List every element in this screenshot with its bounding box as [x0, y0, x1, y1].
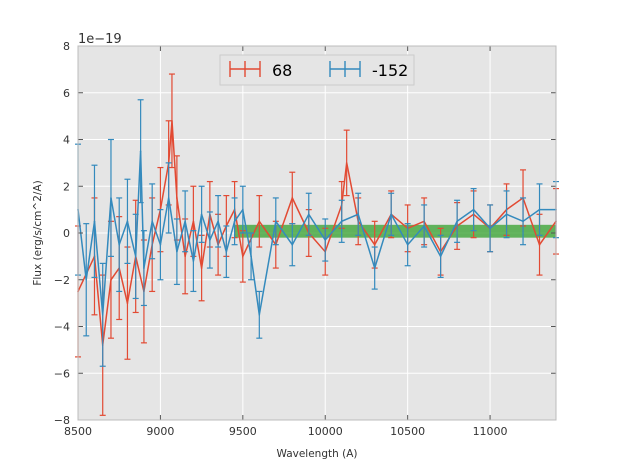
data-point [134, 255, 137, 258]
y-tick-label: 6 [63, 87, 70, 100]
plot-frame [77, 45, 557, 421]
data-point [357, 213, 360, 216]
data-point [489, 227, 491, 230]
data-point [340, 220, 343, 223]
y-tick-label: 2 [63, 180, 70, 193]
data-point [242, 208, 244, 211]
legend-entry-series-neg152: -152 [329, 61, 408, 80]
data-point [126, 220, 129, 223]
x-tick-label: 10000 [308, 425, 343, 438]
data-point [423, 225, 425, 227]
x-axis-label: Wavelength (A) [276, 448, 357, 460]
legend: 68 -152 [219, 54, 415, 86]
data-point [522, 220, 524, 223]
data-point [176, 250, 178, 253]
data-point [472, 208, 475, 211]
data-point [126, 302, 129, 304]
data-point [200, 267, 203, 269]
data-point [538, 208, 541, 211]
y-tick-label: −6 [54, 367, 70, 380]
y-tick-label: 4 [63, 134, 70, 147]
x-tick-label: 11000 [473, 425, 508, 438]
data-point [439, 255, 442, 258]
data-point [324, 239, 327, 241]
data-point [159, 243, 162, 246]
series-layer [75, 73, 559, 416]
legend-label-68: 68 [272, 61, 292, 80]
x-tick-label: 9000 [146, 425, 174, 438]
data-point [406, 243, 409, 246]
data-point [258, 314, 261, 316]
data-point [139, 150, 142, 152]
data-point [110, 278, 112, 281]
legend-label-neg152: -152 [372, 61, 408, 80]
data-point [118, 243, 121, 246]
data-point [291, 197, 294, 199]
data-point [250, 255, 252, 258]
data-point [85, 278, 88, 281]
data-point [192, 260, 195, 262]
y-tick-label: −2 [54, 274, 70, 287]
data-point [110, 197, 112, 199]
data-point [176, 197, 178, 199]
data-point [209, 239, 211, 241]
data-point [258, 220, 261, 223]
data-point [151, 220, 153, 223]
y-tick-label: 8 [63, 40, 70, 53]
data-point [242, 255, 244, 258]
data-point [225, 250, 228, 253]
data-point [101, 314, 104, 316]
x-tick-label: 9500 [229, 425, 257, 438]
legend-box [219, 54, 415, 86]
data-point [171, 120, 173, 122]
y-axis-label: Flux (erg/s/cm^2/A) [32, 180, 44, 285]
data-point [184, 255, 186, 258]
data-point [184, 220, 186, 223]
data-point [307, 213, 310, 216]
legend-entry-series-68: 68 [229, 61, 292, 80]
y-tick-label: −4 [54, 321, 70, 334]
data-point [505, 213, 508, 216]
data-point [390, 213, 392, 216]
x-tick-label: 10500 [390, 425, 425, 438]
y-tick-label: −8 [54, 414, 70, 427]
data-point [217, 220, 219, 223]
y-tick-label: 0 [63, 227, 70, 240]
highlight-band-layer [234, 224, 556, 238]
series-line-neg152 [77, 151, 556, 315]
data-point [345, 162, 348, 164]
data-point [456, 220, 458, 223]
data-point [143, 267, 145, 269]
data-point [93, 220, 96, 223]
data-point [373, 243, 376, 246]
data-point [167, 197, 170, 199]
x-tick-label: 8500 [64, 425, 92, 438]
y-offset-label: 1e−19 [78, 32, 122, 47]
data-point [291, 243, 294, 246]
highlight-band [234, 224, 556, 238]
data-point [274, 220, 277, 223]
data-point [192, 220, 195, 223]
data-point [200, 213, 203, 216]
data-point [233, 220, 236, 223]
data-point [373, 267, 376, 269]
data-point [538, 243, 541, 246]
